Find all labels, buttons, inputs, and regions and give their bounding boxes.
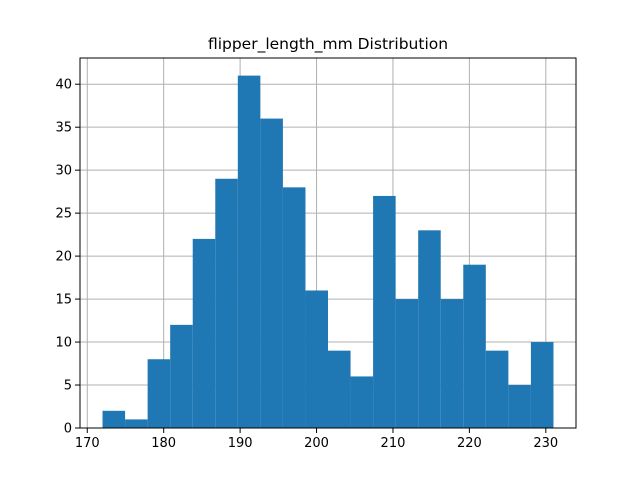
histogram-bar: [373, 195, 396, 428]
y-tick-label: 15: [55, 293, 72, 308]
y-tick-label: 0: [64, 422, 72, 437]
axes-frame: [79, 57, 577, 429]
plot-area: 170 180 190 200 210 220 230 0 5 10 15 20 25 30 35 40: [55, 57, 577, 451]
histogram-bar: [305, 290, 328, 428]
x-tick-label: 200: [304, 436, 329, 451]
histogram-bar: [485, 350, 509, 428]
histogram-bar: [508, 385, 531, 428]
histogram-bar: [125, 419, 148, 428]
x-tick-label: 210: [381, 436, 406, 451]
histogram-bar: [170, 324, 193, 428]
x-tick-label: 220: [457, 436, 482, 451]
histogram-bar: [463, 264, 486, 428]
histogram-bar: [102, 410, 126, 428]
y-tick-label: 40: [55, 78, 72, 93]
histogram-bars: [102, 75, 554, 428]
histogram-bar: [282, 187, 306, 428]
histogram-bar: [147, 359, 171, 428]
histogram-bar: [395, 299, 419, 428]
x-tick-label: 190: [228, 436, 253, 451]
y-tick-label: 5: [64, 379, 72, 394]
histogram-bar: [192, 238, 216, 428]
histogram-bar: [350, 376, 374, 428]
y-tick-label: 35: [55, 121, 72, 136]
x-tick-label: 180: [151, 436, 176, 451]
y-tick-label: 10: [55, 336, 72, 351]
axes: [79, 57, 577, 429]
histogram-bar: [328, 350, 351, 428]
histogram-bar: [237, 75, 261, 428]
histogram-bar: [530, 342, 554, 428]
histogram-bar: [440, 299, 464, 428]
histogram-bar: [215, 178, 238, 428]
y-axis-ticks: 0 5 10 15 20 25 30 35 40: [55, 78, 80, 437]
histogram-bar: [260, 118, 283, 428]
x-tick-label: 230: [533, 436, 558, 451]
x-axis-ticks: 170 180 190 200 210 220 230: [75, 428, 558, 451]
x-tick-label: 170: [75, 436, 100, 451]
y-tick-label: 20: [55, 250, 72, 265]
y-tick-label: 30: [55, 164, 72, 179]
histogram-bar: [418, 230, 441, 428]
y-tick-label: 25: [55, 207, 72, 222]
chart-title: flipper_length_mm Distribution: [208, 35, 448, 54]
